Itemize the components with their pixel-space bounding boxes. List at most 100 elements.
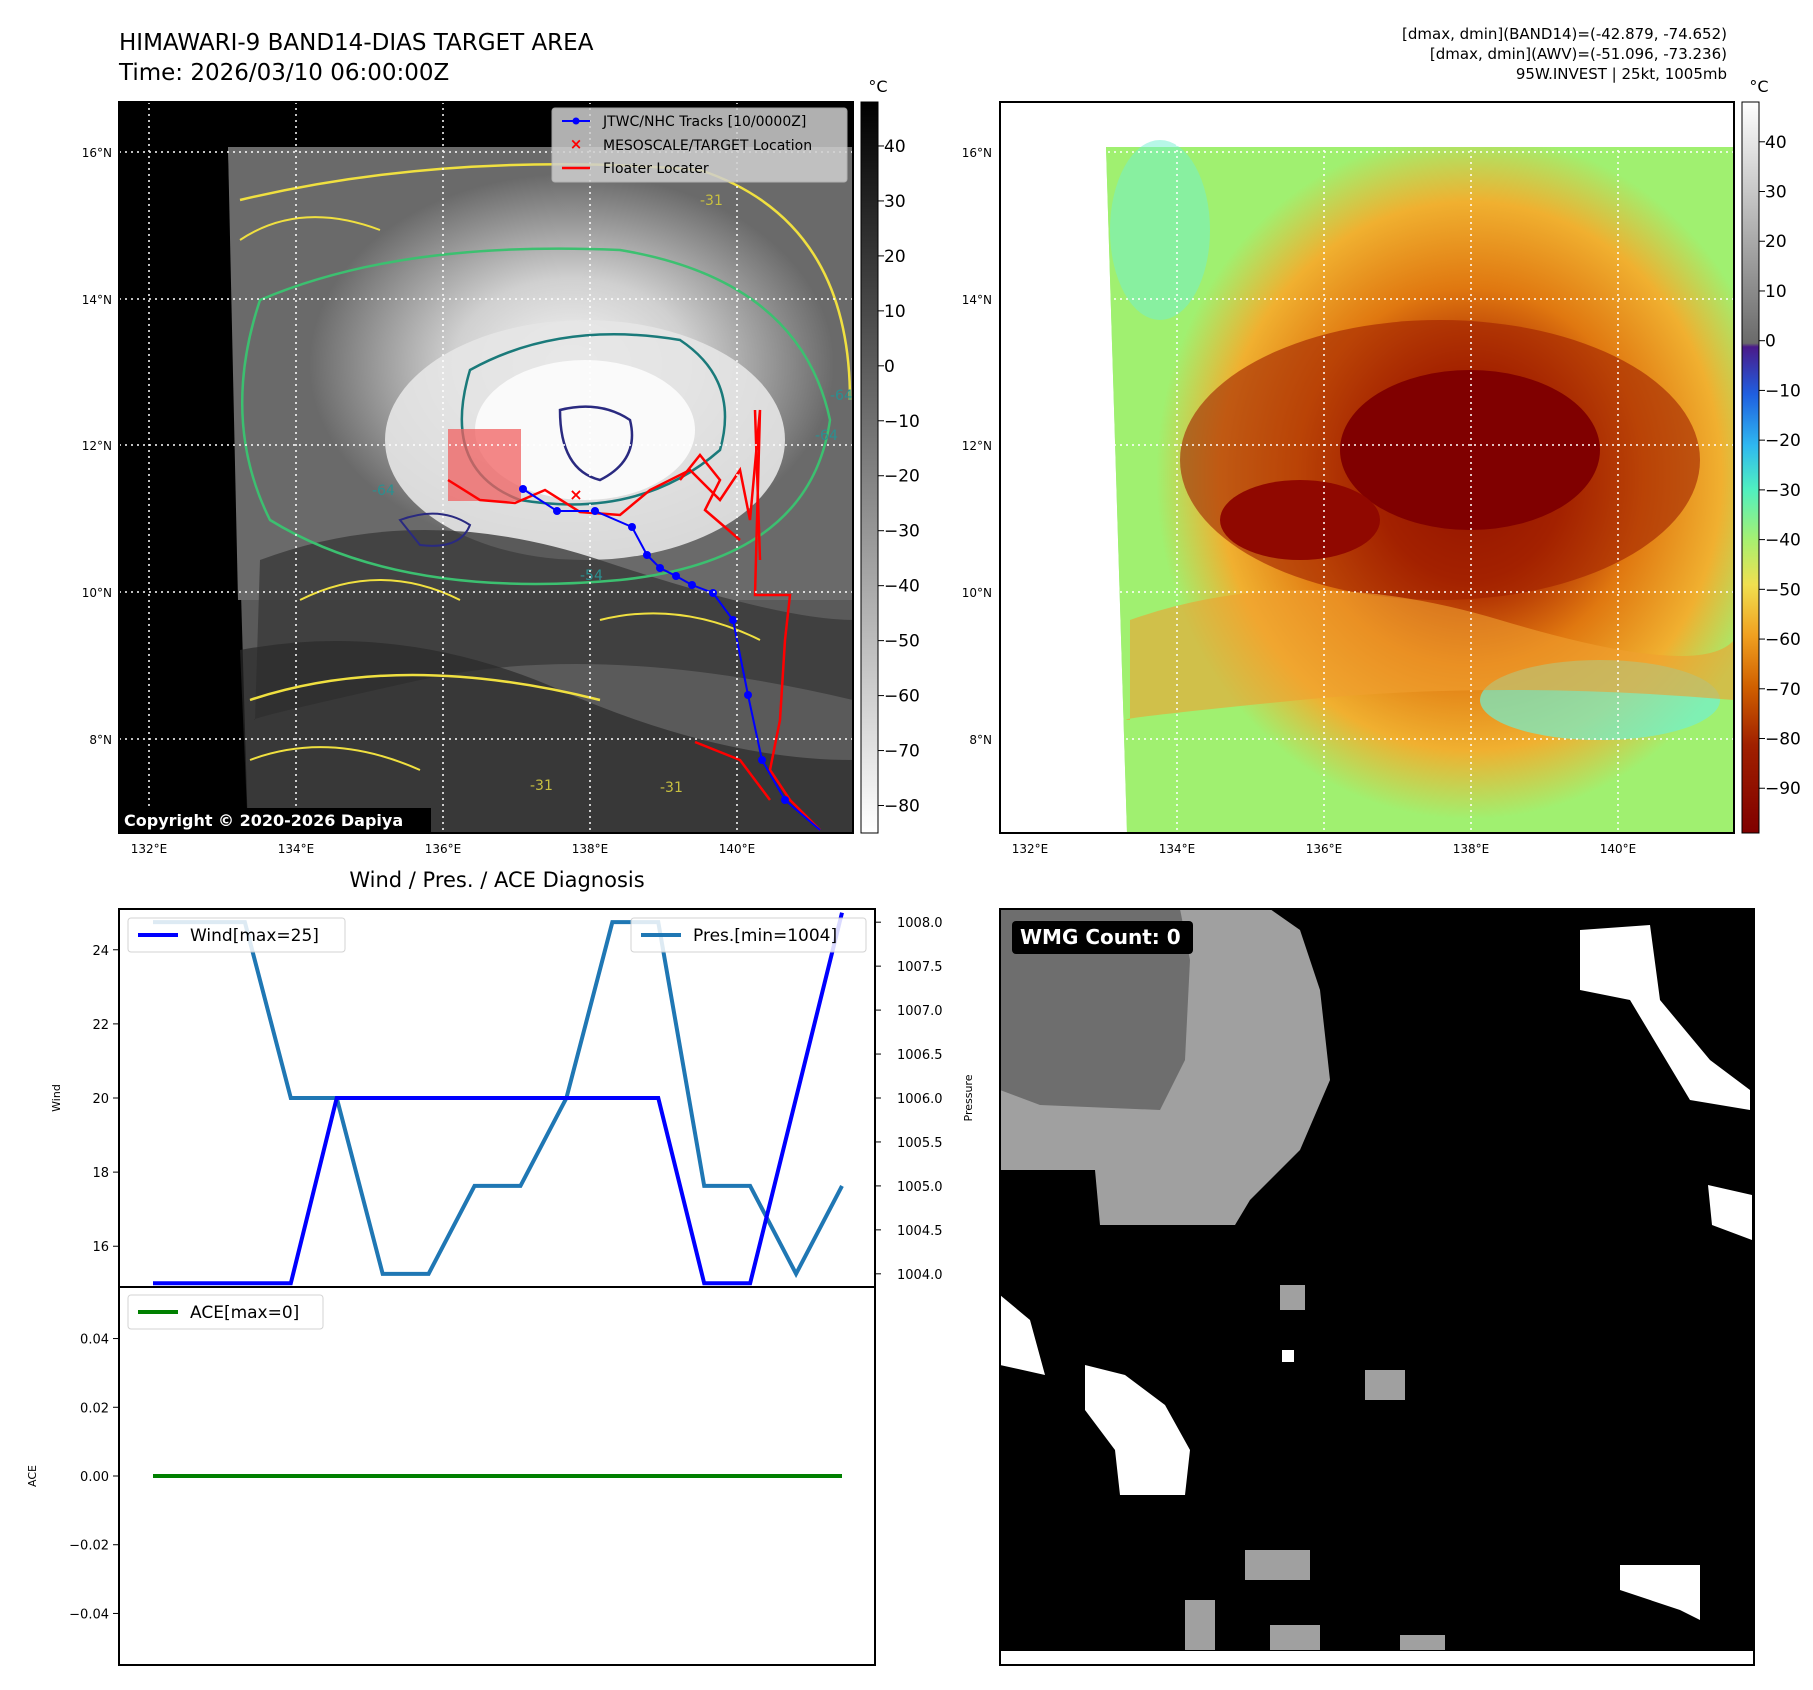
lat-tick: 14°N [82,293,112,307]
pressure-legend: Pres.[min=1004] [630,917,867,953]
colorbar-tick-label: 30 [1765,183,1787,203]
pressure-tick-label: 1008.0 [897,916,943,931]
colorbar-tick-label: −90 [1765,779,1801,799]
ace-tick-label: 0.00 [80,1470,109,1485]
figure-time: Time: 2026/03/10 06:00:00Z [118,60,449,86]
pressure-legend-label: Pres.[min=1004] [693,926,837,946]
lon-tick: 132°E [131,842,168,856]
lat-tick: 10°N [962,586,992,600]
colorbar-tick-label: −80 [884,797,920,817]
lon-tick: 134°E [278,842,315,856]
contour-label: -54 [580,568,603,584]
map1-gridlines [119,102,853,833]
ace-tick-label: 0.04 [80,1333,109,1348]
lon-tick: 140°E [1600,842,1637,856]
map1-lat-labels: 16°N 14°N 12°N 10°N 8°N [82,146,112,747]
map2-lon-labels: 132°E 134°E 136°E 138°E 140°E [1012,842,1637,856]
colorbar-tick-label: 40 [884,137,906,157]
lon-tick: 134°E [1159,842,1196,856]
wind-tick-label: 20 [92,1092,109,1107]
ace-tick-label: 0.02 [80,1401,109,1416]
legend-floater-label: Floater Locater [603,161,709,177]
colorbar-tick-label: 30 [884,192,906,212]
wind-axis-label: Wind [50,1084,63,1112]
colorbar-tick-label: 0 [1765,332,1776,352]
colorbar-tick-label: −40 [1765,531,1801,551]
colorbar-tick-label: 0 [884,357,895,377]
lat-tick: 16°N [962,146,992,160]
legend-jtwc-label: JTWC/NHC Tracks [10/0000Z] [602,114,806,130]
ace-legend: ACE[max=0] [127,1294,324,1330]
pressure-tick-label: 1005.0 [897,1180,943,1195]
colorbar-tick-label: −60 [1765,630,1801,650]
gray-colorbar-unit: °C [868,77,887,96]
wmg-count-badge: WMG Count: 0 [1020,925,1181,949]
map2-gridlines [1000,102,1734,833]
colorbar-tick-label: −80 [1765,730,1801,750]
pressure-tick-label: 1004.0 [897,1268,943,1283]
contour-label: -64 [815,428,838,444]
svg-text:×: × [570,135,583,153]
colorbar-tick-label: 10 [884,302,906,322]
colorbar-tick-label: −40 [884,577,920,597]
contour-label: -31 [530,778,553,794]
colorbar-tick-label: 10 [1765,282,1787,302]
ir-grayscale-map: × -31 -64 -54 -31 -31 -64 -64 [119,102,853,833]
gray-colorbar [860,101,879,834]
target-area-box [448,429,521,501]
map1-frame [118,101,854,834]
wind-legend: Wind[max=25] [127,917,346,953]
pressure-tick-label: 1004.5 [897,1224,943,1239]
map1-legend: JTWC/NHC Tracks [10/0000Z] × MESOSCALE/T… [551,107,848,183]
ace-tick-label: −0.04 [69,1607,109,1622]
contour-label: -31 [700,193,723,209]
ace-tick-label: −0.02 [69,1539,109,1554]
ir-color-enhanced-map [1000,102,1734,833]
colorbar-tick-label: −70 [1765,680,1801,700]
colorbar-tick-label: −30 [1765,481,1801,501]
lat-tick: 12°N [82,439,112,453]
colorbar-tick-label: −70 [884,742,920,762]
map1-lon-labels: 132°E 134°E 136°E 138°E 140°E [131,842,756,856]
map2-lat-labels: 16°N 14°N 12°N 10°N 8°N [962,146,992,747]
contour-label: -64 [830,388,853,404]
wind-axis-ticks: 24 22 20 18 16 [92,944,119,1255]
colorbar-tick-label: 20 [1765,232,1787,252]
color-colorbar-unit: °C [1749,77,1768,96]
lat-tick: 12°N [962,439,992,453]
colorbar-tick-label: −30 [884,522,920,542]
colorbar-tick-label: −50 [884,632,920,652]
lon-tick: 138°E [572,842,609,856]
wind-tick-label: 22 [92,1018,109,1033]
floater-locater-line [447,409,821,831]
contour-label: -31 [660,780,683,796]
colorbar-tick-label: −20 [884,467,920,487]
ace-axis-ticks: 0.04 0.02 0.00 −0.02 −0.04 [69,1333,119,1622]
lon-tick: 138°E [1453,842,1490,856]
map2-frame [999,101,1735,834]
wind-series-line [153,912,844,1286]
lon-tick: 132°E [1012,842,1049,856]
wind-tick-label: 18 [92,1166,109,1181]
target-location-marker: × [569,485,582,504]
colorbar-tick-label: −20 [1765,431,1801,451]
lat-tick: 16°N [82,146,112,160]
colorbar-tick-label: 40 [1765,133,1787,153]
lon-tick: 136°E [425,842,462,856]
wind-tick-label: 16 [92,1240,109,1255]
ace-legend-label: ACE[max=0] [190,1303,299,1323]
info-line-band14: [dmax, dmin](BAND14)=(-42.879, -74.652) [1402,25,1727,43]
pressure-axis-ticks: 1008.0 1007.5 1007.0 1006.5 1006.0 1005.5 1005… [875,916,943,1283]
lat-tick: 14°N [962,293,992,307]
copyright-badge: Copyright © 2020-2026 Dapiya [124,811,403,830]
color-colorbar-ticks: 40 30 20 10 0 −10 −20 −30 −40 −50 −60 −70 −80 −90 [1759,133,1801,799]
lon-tick: 140°E [719,842,756,856]
wind-legend-label: Wind[max=25] [190,926,319,946]
colorbar-tick-label: −10 [884,412,920,432]
pressure-tick-label: 1006.5 [897,1048,943,1063]
pressure-tick-label: 1007.0 [897,1004,943,1019]
colorbar-tick-label: −50 [1765,580,1801,600]
legend-target-label: MESOSCALE/TARGET Location [603,138,812,154]
info-line-awv: [dmax, dmin](AWV)=(-51.096, -73.236) [1430,45,1727,63]
jtwc-track-line [522,488,821,831]
